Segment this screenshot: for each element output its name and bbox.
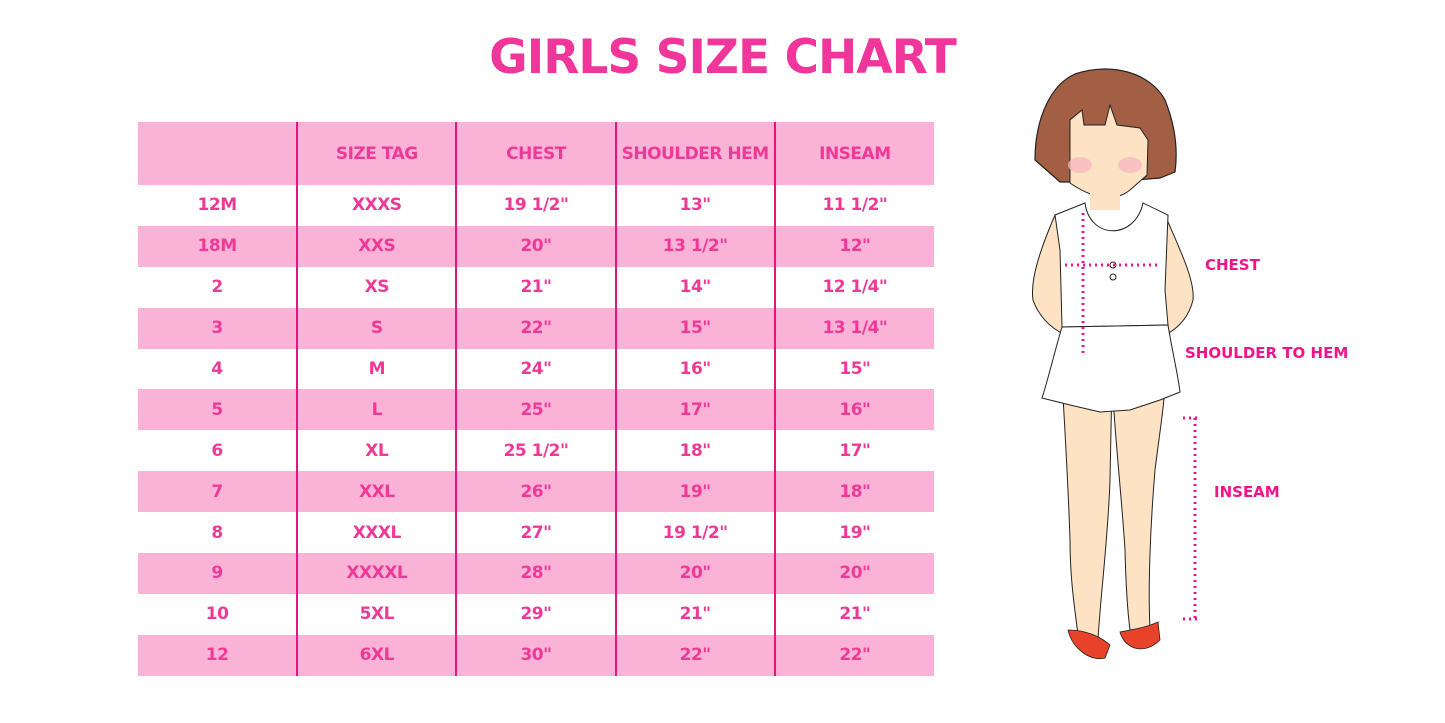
table-cell: 22" xyxy=(455,307,616,349)
table-row: 7 XXL 26" 19" 18" xyxy=(138,471,934,513)
table-cell: XXL xyxy=(296,471,457,513)
table-cell: 14" xyxy=(614,266,775,308)
table-cell: 12" xyxy=(773,225,934,267)
table-cell: XS xyxy=(296,266,457,308)
table-cell: 12 1/4" xyxy=(773,266,934,308)
table-cell: 6XL xyxy=(296,634,457,676)
table-row: 5 L 25" 17" 16" xyxy=(138,389,934,431)
table-cell: 18" xyxy=(614,430,775,472)
table-cell: 17" xyxy=(614,389,775,431)
table-cell: 22" xyxy=(773,634,934,676)
table-row: 3 S 22" 15" 13 1/4" xyxy=(138,307,934,349)
table-cell: 4 xyxy=(211,359,223,379)
table-cell: 12M xyxy=(197,195,238,216)
table-cell: 19 1/2" xyxy=(455,185,616,226)
table-row: 8 XXXL 27" 19 1/2" 19" xyxy=(138,512,934,554)
table-cell: 10 xyxy=(205,604,229,625)
table-cell: 3 xyxy=(211,318,223,339)
table-row: 12M XXXS 19 1/2" 13" 11 1/2" xyxy=(138,185,934,226)
table-cell: 13 1/4" xyxy=(773,307,934,349)
table-cell: 16" xyxy=(614,348,775,390)
table-cell: M xyxy=(296,348,457,390)
table-cell: 2 xyxy=(211,277,223,298)
table-cell: 25" xyxy=(455,389,616,431)
header-cell: CHEST xyxy=(455,122,616,185)
table-cell: 21" xyxy=(614,593,775,635)
header-cell: INSEAM xyxy=(773,122,934,185)
table-cell: 18M xyxy=(197,236,238,257)
header-cell: SIZE TAG xyxy=(296,122,457,185)
table-cell: 27" xyxy=(455,512,616,554)
table-cell: 19 1/2" xyxy=(614,512,775,554)
table-cell: 20" xyxy=(455,225,616,267)
table-cell: 24" xyxy=(455,348,616,390)
table-cell: XXXL xyxy=(296,512,457,554)
table-cell: 19" xyxy=(773,512,934,554)
table-row: 9 XXXXL 28" 20" 20" xyxy=(138,553,934,594)
inseam-label: INSEAM xyxy=(1214,483,1280,501)
table-cell: 11 1/2" xyxy=(773,185,934,226)
skirt xyxy=(1041,324,1181,413)
table-header-row: SIZE TAG CHEST SHOULDER HEM INSEAM xyxy=(138,122,934,185)
table-cell: 22" xyxy=(614,634,775,676)
header-cell: SHOULDER HEM xyxy=(614,122,775,185)
leg xyxy=(1061,379,1113,641)
table-cell: 15" xyxy=(614,307,775,349)
table-cell: 9 xyxy=(211,563,223,584)
table-cell: XL xyxy=(296,430,457,472)
table-cell: 21" xyxy=(773,593,934,635)
table-cell: 28" xyxy=(455,553,616,594)
face xyxy=(1069,103,1149,199)
table-cell: 29" xyxy=(455,593,616,635)
table-cell: 30" xyxy=(455,634,616,676)
table-cell: S xyxy=(296,307,457,349)
table-cell: 15" xyxy=(773,348,934,390)
table-cell: 5 xyxy=(211,399,223,420)
table-row: 10 5XL 29" 21" 21" xyxy=(138,593,934,635)
table-row: 6 XL 25 1/2" 18" 17" xyxy=(138,430,934,472)
page-title-text: GIRLS SIZE CHART xyxy=(489,30,957,85)
table-cell: 8 xyxy=(211,522,223,543)
table-cell: 26" xyxy=(455,471,616,513)
page-title: GIRLS SIZE CHART xyxy=(0,30,1445,85)
table-cell: 6 xyxy=(211,440,223,461)
table-cell: 7 xyxy=(211,481,223,502)
table-cell: 5XL xyxy=(296,593,457,635)
leg xyxy=(1111,379,1166,631)
table-cell: 16" xyxy=(773,389,934,431)
table-cell: 13" xyxy=(614,185,775,226)
table-cell: 13 1/2" xyxy=(614,225,775,267)
table-cell: L xyxy=(296,389,457,431)
cheek xyxy=(1118,157,1142,173)
table-row: 18M XXS 20" 13 1/2" 12" xyxy=(138,225,934,267)
table-cell: 17" xyxy=(773,430,934,472)
table-cell: 20" xyxy=(773,553,934,594)
table-cell: 25 1/2" xyxy=(455,430,616,472)
table-cell: 19" xyxy=(614,471,775,513)
shoulder-to-hem-label: SHOULDER TO HEM xyxy=(1185,344,1349,362)
size-chart-table: SIZE TAG CHEST SHOULDER HEM INSEAM 12M XX… xyxy=(138,122,934,676)
table-row: 2 XS 21" 14" 12 1/4" xyxy=(138,266,934,308)
shoe xyxy=(1067,629,1111,660)
table-cell: XXS xyxy=(296,225,457,267)
table-cell: 18" xyxy=(773,471,934,513)
arm xyxy=(1164,214,1194,336)
table-cell: 21" xyxy=(455,266,616,308)
table-cell: XXXXL xyxy=(296,553,457,594)
table-row: 4 M 24" 16" 15" xyxy=(138,348,934,390)
table-cell: XXXS xyxy=(296,185,457,226)
table-row: 12 6XL 30" 22" 22" xyxy=(138,634,934,676)
table-cell: 12 xyxy=(205,645,229,666)
cheek xyxy=(1068,157,1092,173)
table-cell: 20" xyxy=(614,553,775,594)
chest-label: CHEST xyxy=(1205,256,1260,274)
shoe xyxy=(1119,621,1161,650)
